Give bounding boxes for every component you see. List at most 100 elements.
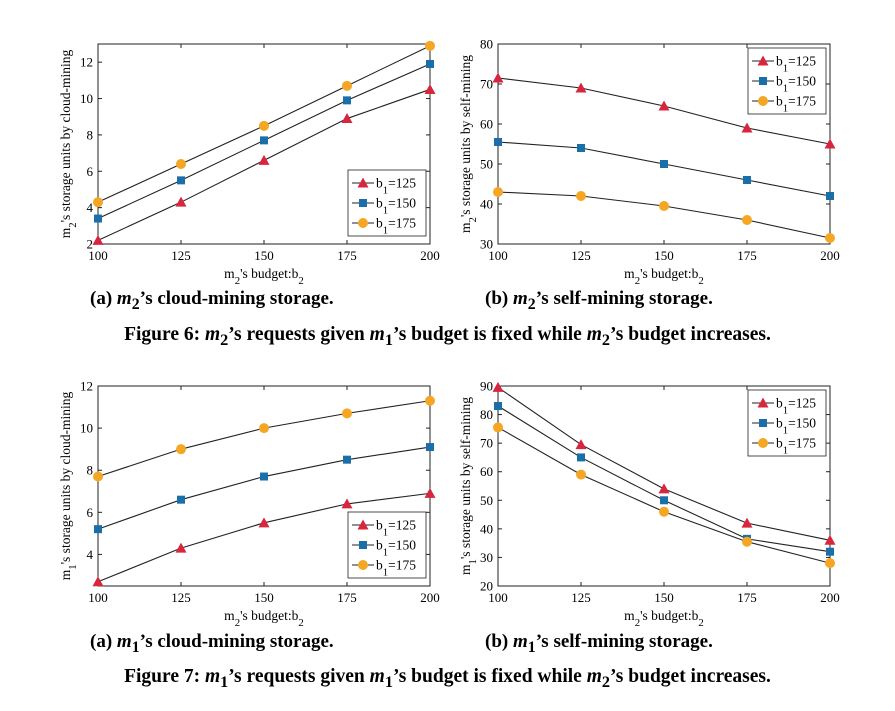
y-tick-label: 80 bbox=[480, 37, 493, 52]
y-tick-label: 10 bbox=[80, 91, 93, 106]
legend-marker bbox=[759, 77, 767, 85]
legend-label: b1=175 bbox=[776, 94, 816, 115]
x-tick-label: 175 bbox=[337, 590, 357, 605]
series-b1_150 bbox=[94, 443, 434, 534]
legend-marker bbox=[358, 218, 368, 228]
legend-label: b1=125 bbox=[776, 54, 816, 75]
legend-label: b1=150 bbox=[376, 538, 416, 559]
y-axis-label: m1's storage units by self-mining bbox=[458, 397, 479, 575]
legend-label: b1=175 bbox=[376, 216, 416, 237]
y-tick-label: 50 bbox=[480, 493, 493, 508]
data-point bbox=[493, 422, 503, 433]
data-point bbox=[258, 517, 270, 528]
data-point bbox=[658, 100, 670, 111]
x-tick-label: 100 bbox=[88, 248, 108, 263]
data-point bbox=[343, 96, 351, 105]
x-tick-label: 125 bbox=[171, 248, 191, 263]
series-line bbox=[497, 141, 831, 197]
data-point bbox=[342, 408, 352, 419]
data-point bbox=[742, 215, 752, 225]
data-point bbox=[342, 80, 352, 91]
data-point bbox=[492, 381, 504, 392]
data-point bbox=[341, 113, 353, 124]
x-tick-label: 125 bbox=[571, 248, 591, 263]
data-point bbox=[425, 40, 435, 51]
chart-7b: 20 30 40 50 60 70 80 90 100 125 150 175 200 m2's budg… bbox=[440, 378, 860, 633]
legend-label: b1=175 bbox=[776, 436, 816, 457]
y-tick-label: 20 bbox=[480, 579, 493, 594]
y-tick-label: 60 bbox=[480, 464, 493, 479]
legend-label: b1=125 bbox=[376, 176, 416, 197]
data-point bbox=[741, 122, 753, 133]
series-b1_175 bbox=[493, 187, 835, 243]
y-tick-label: 90 bbox=[480, 379, 493, 394]
data-point bbox=[176, 444, 186, 455]
series-b1_150 bbox=[94, 60, 434, 223]
data-point bbox=[177, 495, 185, 504]
y-tick-label: 4 bbox=[87, 547, 94, 562]
data-point bbox=[492, 72, 504, 83]
data-point bbox=[177, 176, 185, 185]
legend-marker bbox=[358, 560, 368, 570]
data-point bbox=[743, 176, 751, 184]
data-point bbox=[660, 496, 668, 505]
data-point bbox=[575, 439, 587, 450]
x-tick-label: 150 bbox=[654, 590, 674, 605]
legend-marker bbox=[359, 199, 367, 207]
y-tick-label: 30 bbox=[480, 237, 493, 252]
x-tick-label: 150 bbox=[654, 248, 674, 263]
data-point bbox=[826, 192, 834, 200]
data-point bbox=[93, 197, 103, 208]
x-tick-label: 175 bbox=[737, 248, 757, 263]
series-b1_175 bbox=[93, 395, 435, 482]
legend-label: b1=125 bbox=[376, 518, 416, 539]
legend-marker bbox=[357, 177, 369, 188]
chart-7a: 4 6 8 10 12 100 125 150 175 200 m2's budget:b2 m1's… bbox=[40, 378, 460, 633]
x-tick-label: 150 bbox=[254, 590, 274, 605]
figure-6-caption: Figure 6: m2’s requests given m1’s budge… bbox=[124, 324, 771, 349]
series-b1_125 bbox=[492, 72, 836, 149]
data-point bbox=[425, 395, 435, 406]
series-b1_125 bbox=[92, 83, 436, 245]
series-line bbox=[497, 191, 831, 239]
legend-marker bbox=[758, 96, 768, 106]
subcaption-6b: (b) m2’s self-mining storage. bbox=[485, 288, 713, 313]
data-point bbox=[259, 120, 269, 131]
legend-label: b1=150 bbox=[376, 196, 416, 217]
data-point bbox=[494, 402, 502, 410]
data-point bbox=[94, 214, 102, 223]
y-tick-label: 8 bbox=[87, 127, 94, 142]
data-point bbox=[259, 423, 269, 434]
series-b1_150 bbox=[494, 138, 834, 200]
data-point bbox=[659, 201, 669, 211]
x-axis-label: m2's budget:b2 bbox=[624, 608, 704, 629]
data-point bbox=[258, 154, 270, 165]
chart-6b: 30 40 50 60 70 80 100 125 150 175 200 m2's budget:b… bbox=[440, 36, 860, 291]
x-tick-label: 175 bbox=[337, 248, 357, 263]
data-point bbox=[575, 82, 587, 93]
y-tick-label: 40 bbox=[480, 521, 493, 536]
y-tick-label: 12 bbox=[80, 379, 93, 394]
data-point bbox=[825, 558, 835, 569]
x-axis-label: m2's budget:b2 bbox=[224, 266, 304, 287]
subcaption-6a: (a) m2’s cloud-mining storage. bbox=[90, 288, 334, 313]
data-point bbox=[742, 536, 752, 547]
data-point bbox=[659, 506, 669, 517]
x-tick-label: 200 bbox=[820, 590, 840, 605]
data-point bbox=[658, 483, 670, 494]
x-tick-label: 200 bbox=[420, 590, 440, 605]
legend-marker bbox=[757, 397, 769, 408]
series-b1_175 bbox=[93, 40, 435, 208]
data-point bbox=[825, 233, 835, 243]
data-point bbox=[94, 525, 102, 534]
data-point bbox=[175, 542, 187, 553]
data-point bbox=[93, 471, 103, 482]
legend-label: b1=150 bbox=[776, 74, 816, 95]
data-point bbox=[824, 138, 836, 149]
x-tick-label: 125 bbox=[171, 590, 191, 605]
y-tick-label: 70 bbox=[480, 77, 493, 92]
subcaption-7b: (b) m1’s self-mining storage. bbox=[485, 631, 713, 656]
